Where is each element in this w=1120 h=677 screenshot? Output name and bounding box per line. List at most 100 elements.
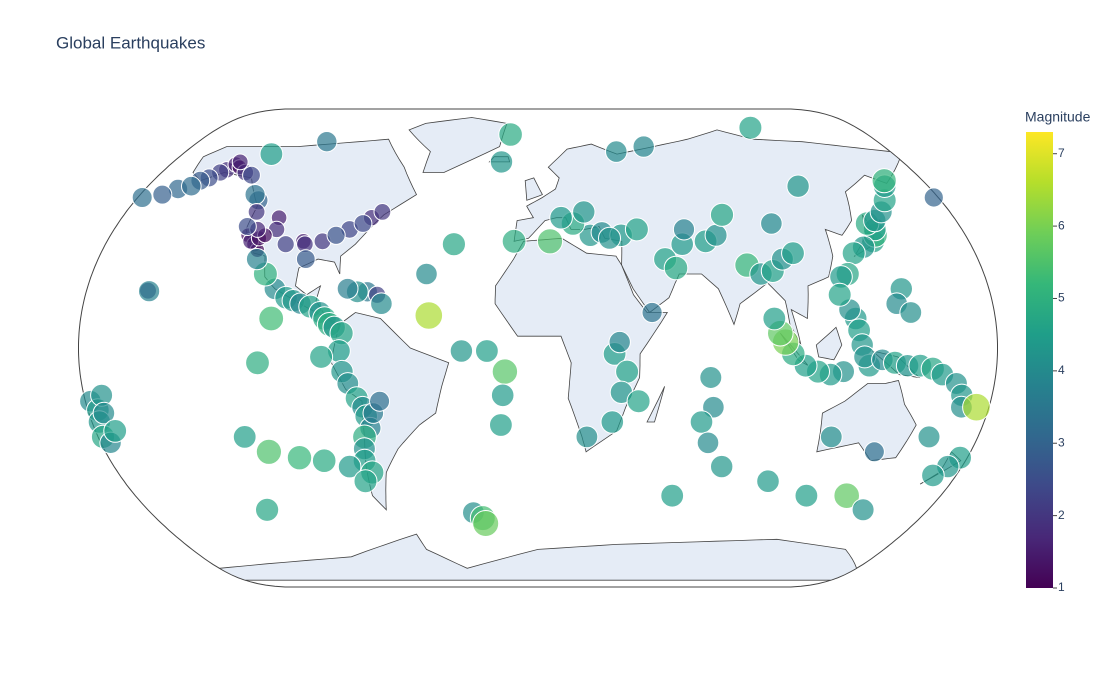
earthquake-marker bbox=[632, 135, 655, 158]
earthquake-marker bbox=[131, 187, 153, 208]
earthquake-marker bbox=[615, 359, 640, 384]
earthquake-marker bbox=[641, 301, 663, 324]
earthquake-marker bbox=[295, 249, 316, 270]
earthquake-marker bbox=[575, 425, 599, 449]
earthquake-marker bbox=[663, 255, 689, 281]
earthquake-marker bbox=[962, 392, 991, 422]
earthquake-marker bbox=[475, 339, 499, 363]
earthquake-marker bbox=[353, 469, 378, 494]
earthquake-marker bbox=[786, 174, 810, 198]
earthquake-marker bbox=[489, 413, 513, 437]
earthquake-marker bbox=[255, 497, 280, 522]
colorbar-tick-label: 4 bbox=[1058, 363, 1065, 377]
earthquake-marker bbox=[841, 241, 866, 266]
earthquake-marker bbox=[851, 498, 875, 522]
earthquake-marker bbox=[833, 482, 861, 510]
earthquake-marker bbox=[917, 425, 941, 449]
land bbox=[408, 117, 508, 173]
earthquake-marker bbox=[92, 401, 116, 425]
earthquake-marker bbox=[549, 205, 573, 230]
earthquake-marker bbox=[369, 390, 391, 412]
earthquake-marker bbox=[258, 305, 285, 332]
earthquake-marker bbox=[710, 454, 734, 479]
colorbar-tick-label: 6 bbox=[1058, 218, 1065, 232]
earthquake-marker bbox=[337, 454, 362, 479]
earthquake-marker bbox=[255, 438, 282, 465]
earthquake-marker bbox=[756, 469, 780, 494]
earthquake-marker bbox=[760, 212, 783, 235]
earthquake-marker bbox=[491, 358, 519, 385]
marker-layer bbox=[79, 115, 991, 537]
earthquake-marker bbox=[598, 226, 621, 250]
earthquake-marker bbox=[370, 292, 393, 316]
earthquake-marker bbox=[414, 301, 444, 330]
earthquake-marker bbox=[441, 232, 466, 257]
earthquake-marker bbox=[501, 228, 527, 254]
earthquake-marker bbox=[572, 200, 596, 224]
earthquake-marker bbox=[152, 184, 173, 205]
earthquake-marker bbox=[819, 425, 843, 449]
earthquake-marker bbox=[689, 410, 714, 434]
earthquake-marker bbox=[489, 150, 514, 174]
earthquake-marker bbox=[247, 203, 266, 221]
earthquake-marker bbox=[259, 142, 284, 167]
earthquake-marker bbox=[608, 330, 631, 354]
colorbar-tick-label: 3 bbox=[1058, 435, 1065, 449]
colorbar bbox=[1026, 132, 1053, 588]
earthquake-marker bbox=[326, 225, 346, 245]
earthquake-marker bbox=[923, 187, 944, 208]
earthquake-marker bbox=[244, 184, 266, 206]
colorbar-tick-label: 1 bbox=[1058, 580, 1065, 594]
earthquake-marker bbox=[311, 448, 337, 474]
land bbox=[524, 177, 543, 201]
earthquake-marker bbox=[245, 350, 270, 376]
earthquake-marker bbox=[699, 366, 723, 389]
earthquake-marker bbox=[231, 153, 249, 171]
earthquake-marker bbox=[626, 389, 651, 414]
colorbar-tick-label: 2 bbox=[1058, 508, 1065, 522]
colorbar-tick-label: 7 bbox=[1058, 146, 1065, 160]
earthquake-marker bbox=[605, 140, 628, 163]
earthquake-marker bbox=[336, 277, 359, 300]
earthquake-marker bbox=[286, 445, 313, 471]
earthquake-marker bbox=[624, 217, 649, 242]
land bbox=[815, 326, 843, 361]
earthquake-marker bbox=[498, 122, 523, 147]
earthquake-marker bbox=[490, 383, 515, 408]
earthquake-marker bbox=[871, 168, 897, 194]
earthquake-marker bbox=[762, 306, 787, 331]
earthquake-marker bbox=[794, 483, 819, 508]
earthquake-marker bbox=[415, 262, 438, 286]
earthquake-marker bbox=[237, 217, 257, 236]
earthquake-marker bbox=[863, 441, 885, 463]
earthquake-marker bbox=[738, 115, 763, 140]
earthquake-marker bbox=[781, 241, 805, 266]
earthquake-marker bbox=[276, 235, 295, 254]
earthquake-marker bbox=[600, 410, 625, 434]
chart-title: Global Earthquakes bbox=[56, 33, 205, 52]
land bbox=[646, 386, 665, 423]
earthquake-marker bbox=[242, 165, 261, 185]
earthquake-marker bbox=[672, 218, 696, 241]
earthquake-marker bbox=[704, 223, 728, 247]
colorbar-tick-label: 5 bbox=[1058, 291, 1065, 305]
earthquake-marker bbox=[309, 344, 334, 369]
earthquake-marker bbox=[921, 463, 945, 488]
earthquake-marker bbox=[899, 301, 923, 324]
earthquake-marker bbox=[827, 282, 852, 307]
earthquake-marker bbox=[696, 431, 720, 455]
earthquake-marker bbox=[536, 228, 564, 255]
earthquake-marker bbox=[472, 510, 500, 537]
earthquake-marker bbox=[660, 483, 685, 508]
earthquake-marker bbox=[103, 419, 128, 443]
earthquake-marker bbox=[709, 202, 735, 227]
earthquake-marker bbox=[353, 214, 373, 233]
earthquake-marker bbox=[245, 248, 269, 271]
land bbox=[218, 533, 858, 581]
colorbar-title: Magnitude bbox=[1025, 109, 1091, 125]
earthquake-marker bbox=[232, 425, 257, 449]
earthquake-marker bbox=[138, 280, 161, 303]
earthquake-marker bbox=[449, 339, 474, 363]
earthquake-marker bbox=[316, 131, 338, 153]
